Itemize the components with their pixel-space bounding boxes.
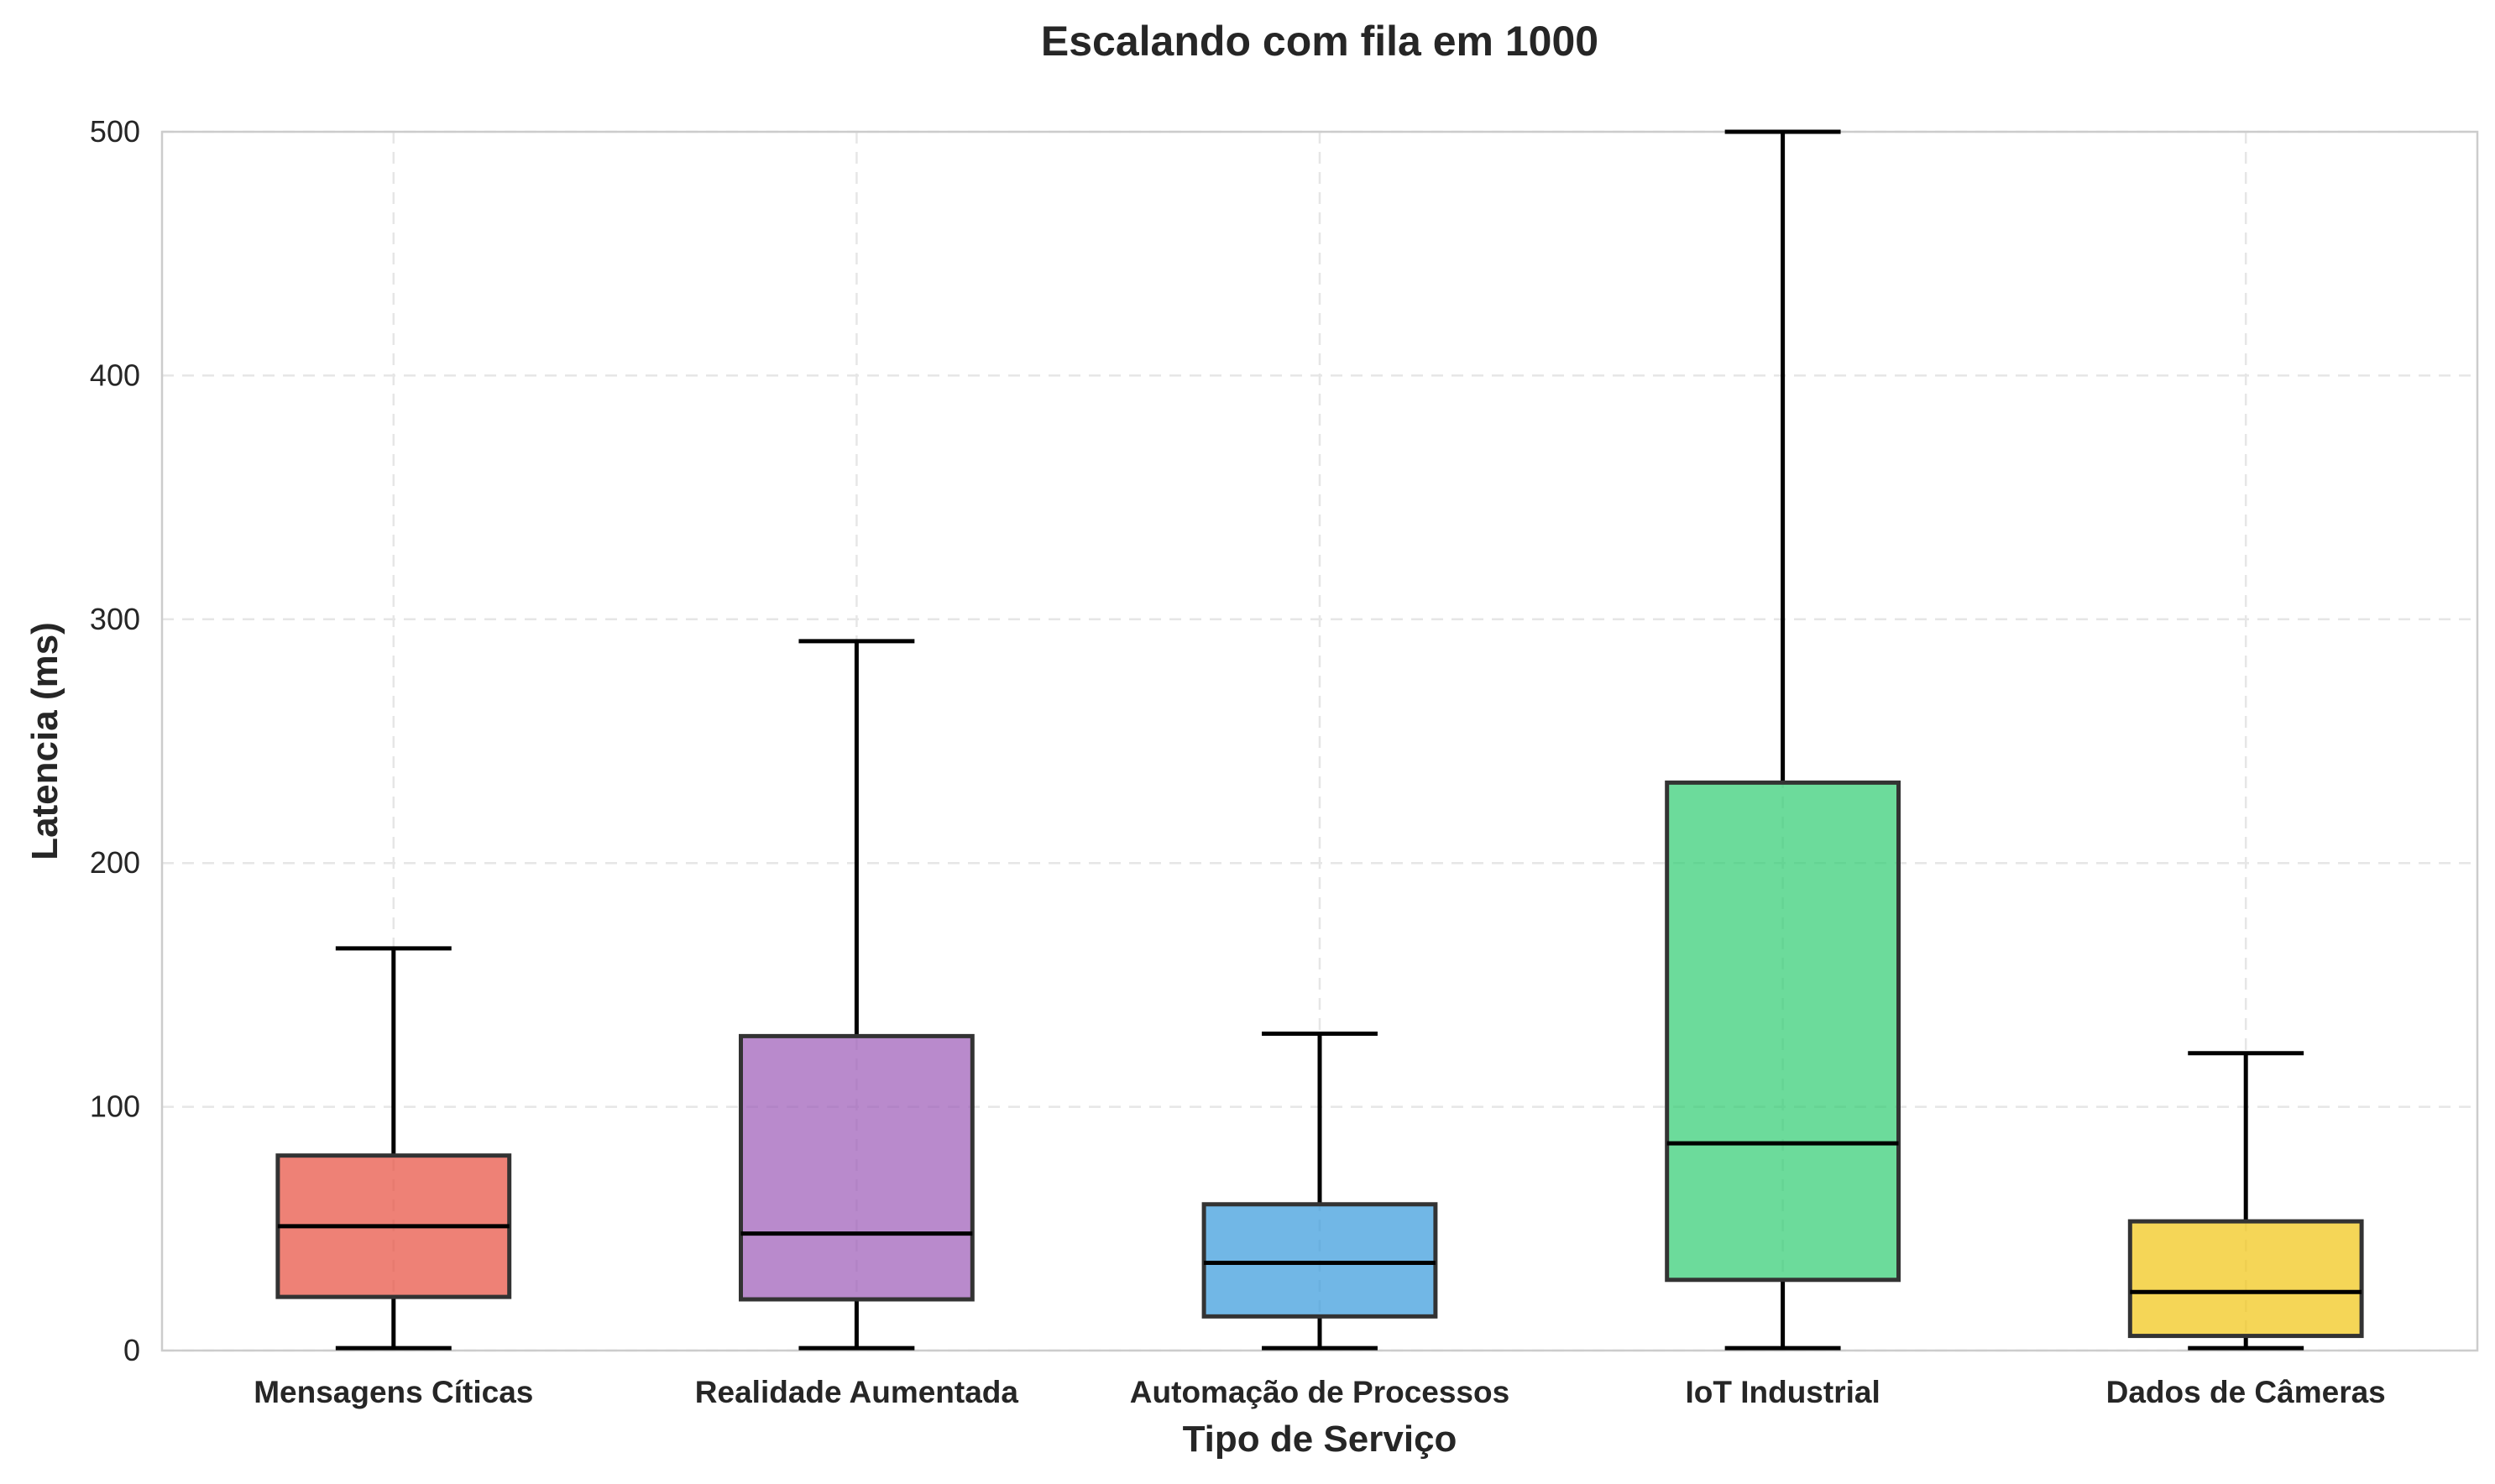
y-tick-label: 100	[90, 1089, 140, 1124]
x-tick-label: IoT Industrial	[1685, 1375, 1880, 1409]
iqr-box	[739, 1033, 975, 1302]
y-axis-ticks: 0 100 200 300 400 500	[90, 114, 140, 1367]
iqr-box	[1665, 780, 1901, 1283]
iqr-box	[2127, 1219, 2364, 1339]
x-tick-label: Automação de Processos	[1130, 1375, 1509, 1409]
iqr-box	[1201, 1202, 1438, 1319]
plot-area	[160, 130, 2479, 1352]
x-axis-label: Tipo de Serviço	[1183, 1419, 1457, 1460]
y-tick-label: 0	[123, 1333, 140, 1367]
box-plot	[1201, 1031, 1438, 1351]
y-tick-label: 200	[90, 845, 140, 880]
boxes	[275, 129, 2364, 1351]
box-plot	[739, 639, 975, 1351]
box-plot	[1665, 129, 1901, 1351]
x-axis-ticks: Mensagens Cíticas Realidade Aumentada Auto…	[254, 1375, 2386, 1409]
y-tick-label: 400	[90, 358, 140, 392]
y-tick-label: 300	[90, 602, 140, 636]
box-plot	[275, 946, 512, 1351]
y-axis-label: Latencia (ms)	[24, 622, 65, 860]
x-tick-label: Dados de Câmeras	[2106, 1375, 2386, 1409]
box-plot	[2127, 1051, 2364, 1351]
x-tick-label: Mensagens Cíticas	[254, 1375, 533, 1409]
chart-title: Escalando com fila em 1000	[1041, 18, 1598, 65]
y-tick-label: 500	[90, 114, 140, 149]
x-tick-label: Realidade Aumentada	[695, 1375, 1019, 1409]
